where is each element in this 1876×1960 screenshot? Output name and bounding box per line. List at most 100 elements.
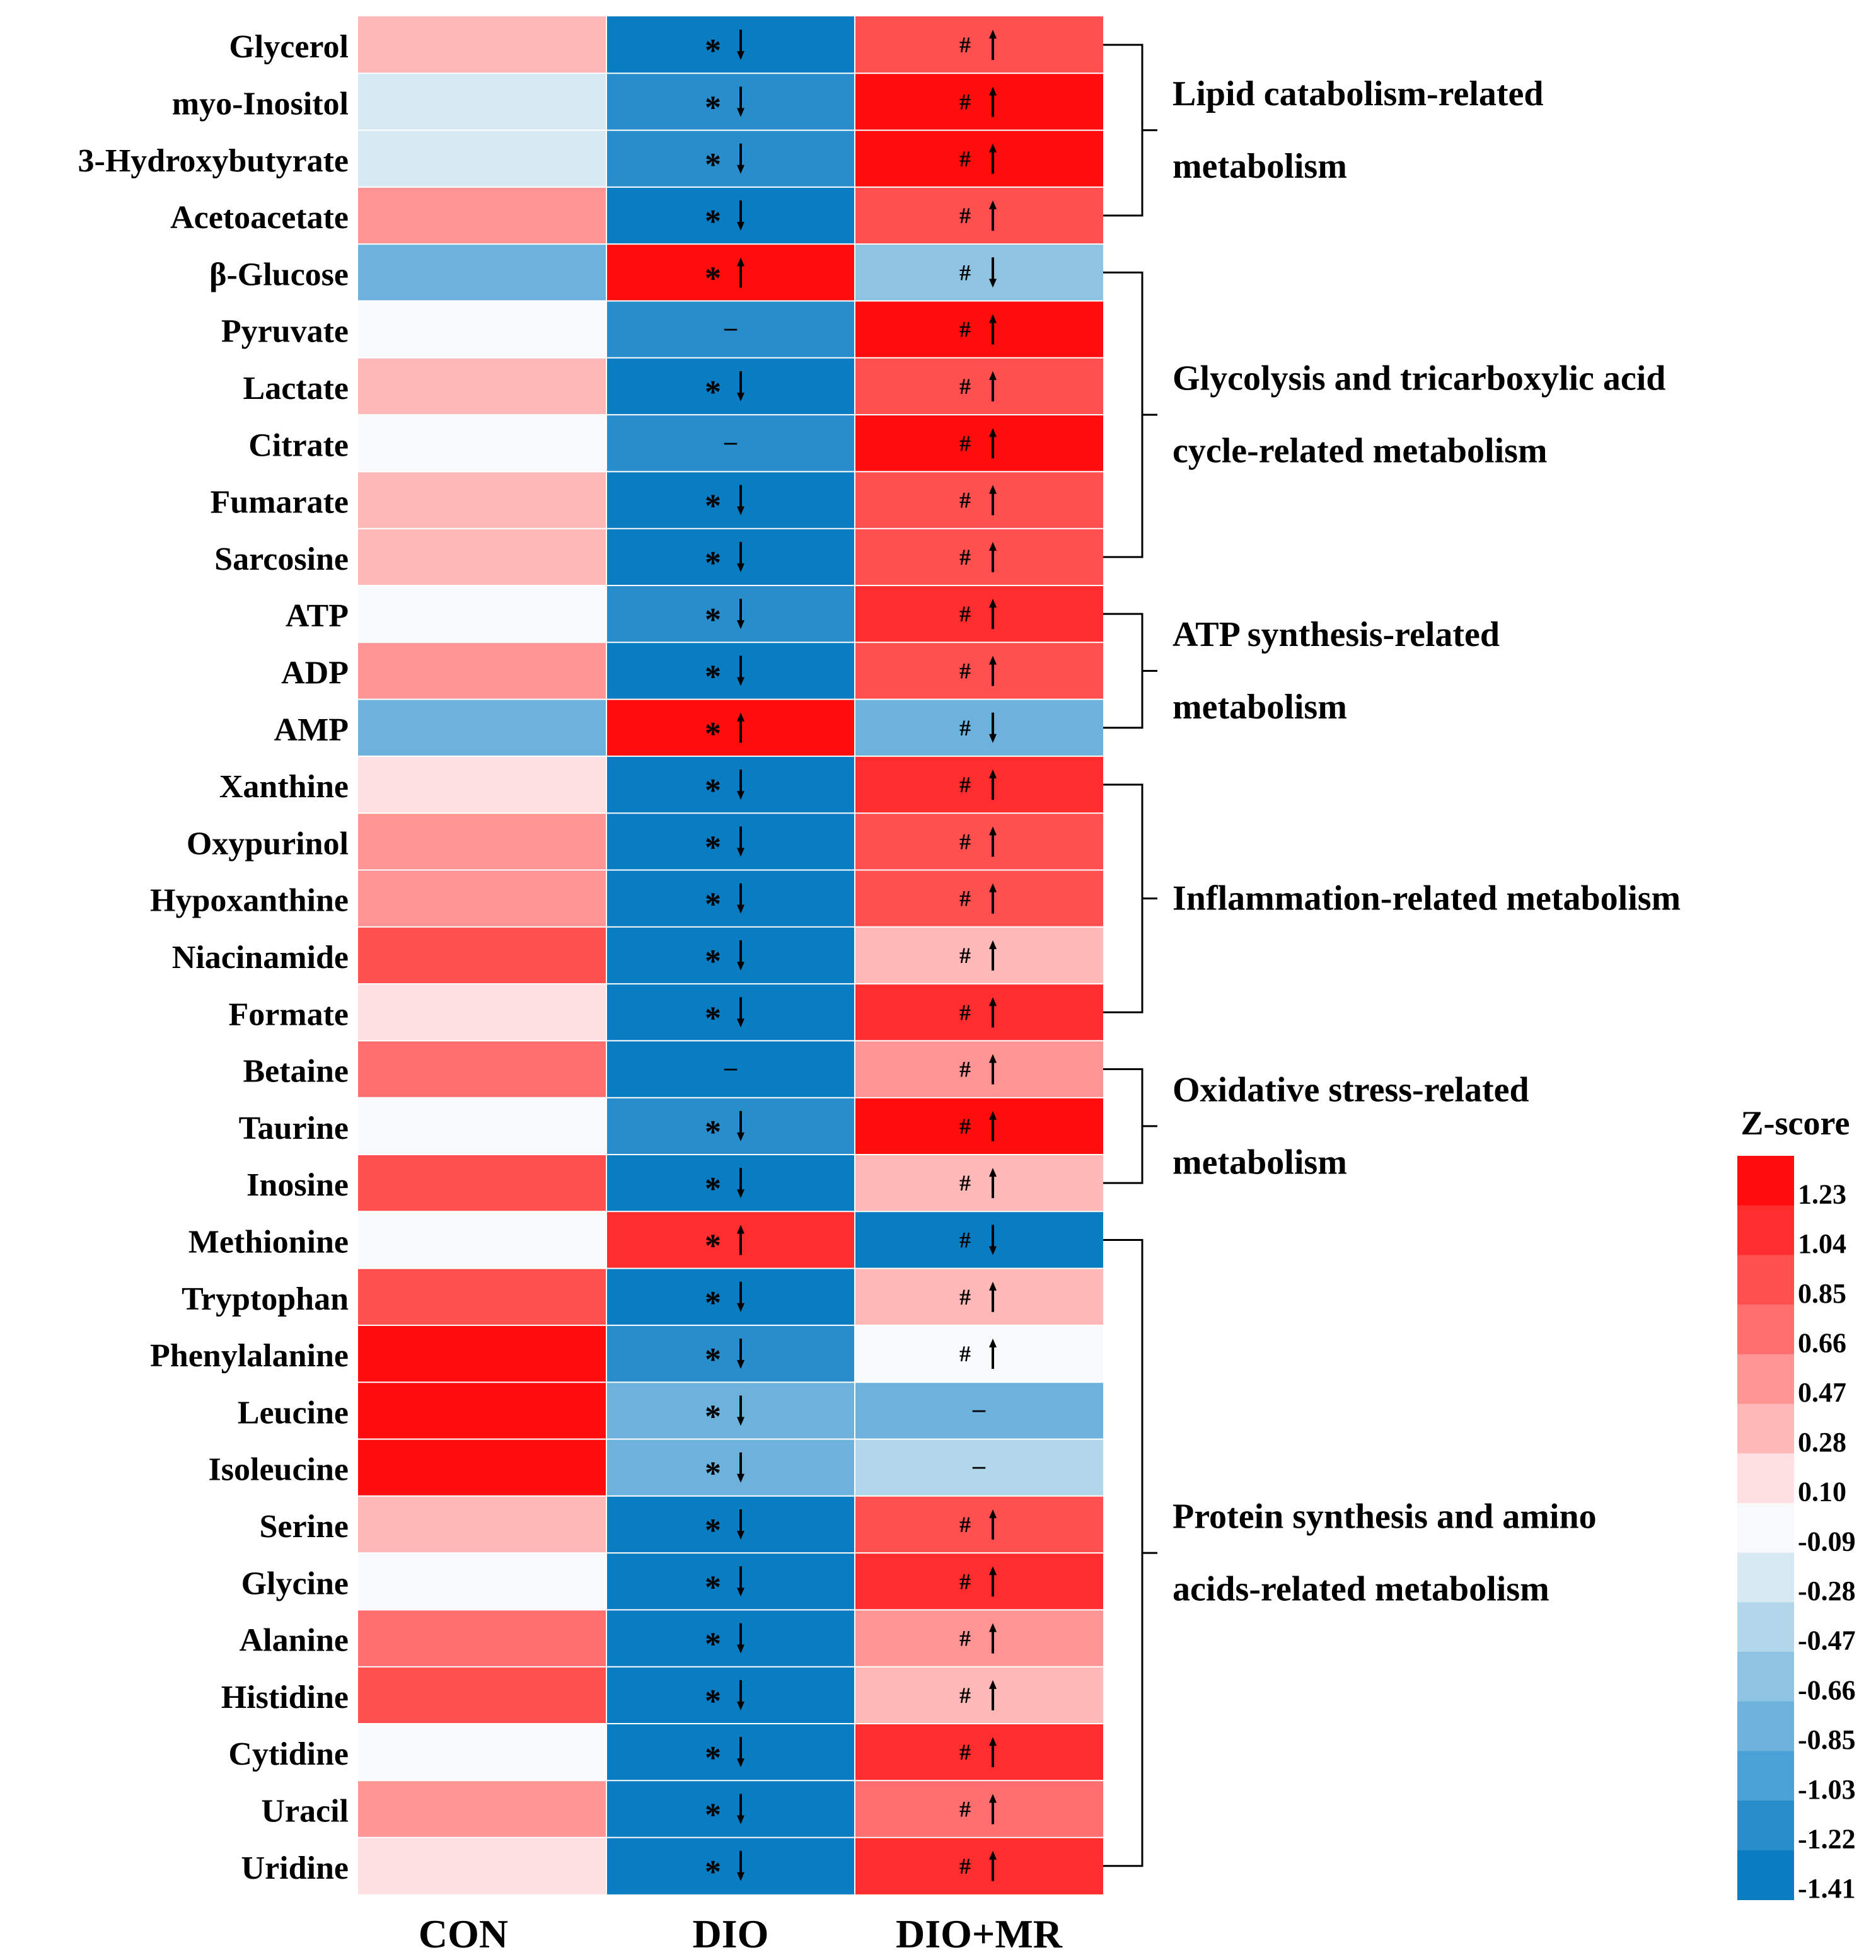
down-arrow-icon [989,1225,997,1255]
dio-significance-mark: * [705,1398,721,1434]
up-arrow-icon [989,1339,997,1369]
dio-mr-significance-mark: # [959,545,971,570]
up-arrow-icon [989,1737,997,1768]
heatmap-cell [855,813,1103,870]
heatmap-cell [606,1837,855,1894]
dio-mr-significance-mark: # [959,658,971,683]
heatmap-cell [358,1325,606,1383]
legend-tick-label: -1.22 [1798,1823,1856,1854]
down-arrow-icon [737,1281,744,1312]
group-label: cycle-related metabolism [1172,432,1548,471]
column-label: DIO+MR [896,1911,1063,1956]
up-arrow-icon [989,1623,997,1654]
heatmap-cell [358,642,606,700]
legend-tick-label: -0.47 [1798,1625,1856,1656]
dio-mr-significance-mark: # [959,1057,971,1082]
heatmap-cell [855,130,1103,187]
group-label: metabolism [1172,688,1347,727]
heatmap-cell [855,1325,1103,1383]
heatmap-cell [855,642,1103,700]
row-label: Fumarate [211,485,349,521]
legend-tick-label: -1.03 [1798,1774,1856,1805]
up-arrow-icon [989,1281,997,1312]
not-significant-mark: – [724,313,738,342]
heatmap-cell [606,73,855,130]
down-arrow-icon [989,257,997,288]
group-label: Lipid catabolism-related [1172,74,1544,113]
legend-tick-label: 0.10 [1798,1477,1846,1507]
up-arrow-icon [737,257,744,288]
row-label: Taurine [239,1110,349,1146]
heatmap-cell [855,1496,1103,1554]
heatmap-cell [855,1666,1103,1724]
up-arrow-icon [989,770,997,800]
column-labels: CON DIO DIO+MR [419,1911,1063,1956]
row-label: ADP [281,655,349,691]
dio-significance-mark: * [705,260,721,296]
row-label: Lactate [243,371,349,406]
heatmap-cell [358,699,606,756]
not-significant-mark: – [972,1394,986,1422]
group-bracket [1103,783,1157,1013]
down-arrow-icon [737,1339,744,1369]
dio-mr-significance-mark: # [959,1626,971,1651]
heatmap-cell [606,244,855,301]
dio-mr-significance-mark: # [959,1000,971,1025]
up-arrow-icon [989,371,997,401]
heatmap-cell [358,1553,606,1610]
down-arrow-icon [737,1794,744,1825]
heatmap-cell [855,1097,1103,1155]
dio-significance-mark: * [705,89,721,125]
legend-swatch [1737,1502,1794,1554]
heatmap-cell [606,984,855,1041]
dio-significance-mark: * [705,33,721,69]
up-arrow-icon [989,541,997,572]
dio-significance-mark: * [705,887,721,923]
legend-tick-label: 0.47 [1798,1377,1846,1408]
dio-significance-mark: * [705,829,721,865]
heatmap-cell [855,756,1103,814]
down-arrow-icon [737,1452,744,1483]
row-label: Cytidine [228,1736,349,1772]
row-label: Pyruvate [221,314,349,350]
heatmap-cell [358,1666,606,1724]
heatmap-cell [358,1382,606,1439]
dio-significance-mark: * [705,147,721,183]
down-arrow-icon [737,655,744,686]
heatmap-cell [358,870,606,927]
heatmap-cell [855,16,1103,74]
dio-significance-mark: * [705,659,721,695]
up-arrow-icon [989,200,997,231]
heatmap-cell [358,926,606,984]
dio-significance-mark: * [705,1456,721,1492]
dio-mr-significance-mark: # [959,715,971,741]
dio-mr-significance-mark: # [959,32,971,57]
group-bracket [1103,271,1157,558]
down-arrow-icon [737,599,744,630]
row-label: Glycine [241,1565,349,1601]
row-label: Citrate [248,427,349,463]
heatmap-cell [855,1041,1103,1098]
up-arrow-icon [989,826,997,857]
colorbar-legend: Z-score 1.23 1.04 0.85 0.66 0.47 0.28 0.10 -0.09… [1737,1104,1856,1904]
up-arrow-icon [989,1680,997,1710]
heatmap-cell [855,528,1103,585]
row-label: Uracil [261,1793,349,1829]
heatmap-cell [855,699,1103,756]
dio-mr-significance-mark: # [959,1341,971,1366]
heatmap-cell [855,301,1103,358]
heatmap-cell [606,1610,855,1667]
legend-swatch [1737,1255,1794,1305]
heatmap-cell [358,1439,606,1496]
heatmap-cell [606,1097,855,1155]
heatmap-cell [606,1496,855,1554]
heatmap-cell [358,1041,606,1098]
heatmap-cell [606,471,855,529]
row-label: Tryptophan [182,1281,349,1317]
dio-significance-mark: * [705,1627,721,1663]
down-arrow-icon [737,1680,744,1710]
dio-significance-mark: * [705,1569,721,1605]
dio-mr-significance-mark: # [959,146,971,171]
heatmap-cell [606,1268,855,1325]
heatmap-cell [855,1382,1103,1439]
